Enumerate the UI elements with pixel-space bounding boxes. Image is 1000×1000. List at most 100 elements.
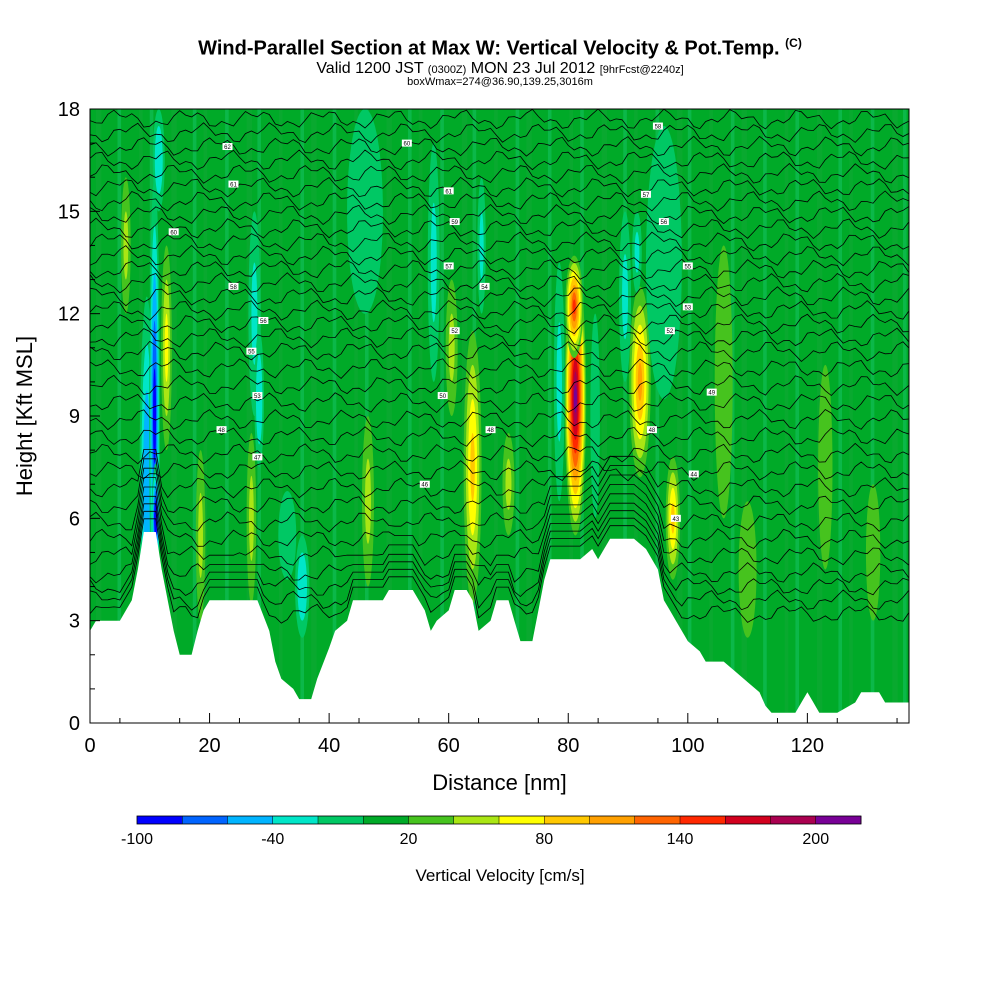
theta-label-text: 56 xyxy=(260,319,267,325)
velocity-cell-level xyxy=(347,109,383,314)
field-streak xyxy=(687,109,692,723)
x-tick-label: 120 xyxy=(791,735,824,757)
field-streak xyxy=(408,109,412,723)
theta-label-text: 62 xyxy=(224,145,231,151)
chart-title: Wind-Parallel Section at Max W: Vertical… xyxy=(0,36,1000,61)
theta-contour-line xyxy=(90,163,909,185)
theta-label: 60 xyxy=(168,228,179,236)
forecast-note: [9hrFcst@2240z] xyxy=(599,64,684,76)
field-streak xyxy=(730,109,735,723)
theta-contour-line xyxy=(90,313,909,335)
x-tick-label: 20 xyxy=(198,735,220,757)
theta-label-bg xyxy=(640,190,651,198)
chart-title-text: Wind-Parallel Section at Max W: Vertical… xyxy=(198,37,780,60)
field-streak xyxy=(903,109,907,723)
colorbar-swatch xyxy=(363,816,409,824)
theta-label: 49 xyxy=(706,388,717,397)
theta-label-bg xyxy=(228,282,239,290)
field-streak xyxy=(515,109,520,723)
colorbar: -100 -40 20 80 140 200 Vertical Velocity [cm/s… xyxy=(121,815,862,885)
colorbar-swatch xyxy=(770,816,817,824)
theta-contour-line xyxy=(90,258,909,280)
theta-label-text: 58 xyxy=(655,125,662,131)
theta-label: 58 xyxy=(228,282,239,291)
theta-label-bg xyxy=(646,426,657,434)
field-streak xyxy=(601,109,608,723)
theta-contour-line xyxy=(90,357,909,379)
y-tick-label: 9 xyxy=(69,406,80,428)
velocity-cell-level xyxy=(144,437,149,532)
theta-label: 60 xyxy=(401,139,412,148)
theta-label: 53 xyxy=(252,392,263,400)
theta-contour-line xyxy=(90,374,909,397)
colorbar-tick-label: -100 xyxy=(121,831,153,848)
theta-label: 48 xyxy=(485,426,496,434)
colorbar-tick-label: 80 xyxy=(535,831,553,848)
x-tick-label: 100 xyxy=(671,735,704,757)
theta-label-text: 55 xyxy=(684,264,691,270)
y-tick-label: 0 xyxy=(69,713,80,735)
theta-contour-line xyxy=(90,467,909,533)
theta-label: 62 xyxy=(222,143,233,151)
copyright-mark: (C) xyxy=(785,36,802,50)
colorbar-tick-label: 20 xyxy=(400,831,418,848)
theta-label-text: 52 xyxy=(667,329,674,335)
valid-utc: (0300Z) xyxy=(427,64,467,76)
theta-label: 58 xyxy=(652,122,663,131)
y-tick-label: 3 xyxy=(69,611,80,633)
theta-label-bg xyxy=(228,180,239,188)
velocity-cell-level xyxy=(364,458,371,544)
y-tick-label: 18 xyxy=(58,99,80,121)
velocity-cell-level xyxy=(156,143,161,178)
colorbar-swatch xyxy=(137,816,183,824)
theta-label-bg xyxy=(485,426,496,434)
theta-label-bg xyxy=(437,392,448,400)
field-streak xyxy=(623,109,627,723)
velocity-cell xyxy=(619,211,632,382)
theta-contour-line xyxy=(90,231,909,253)
theta-contour-line xyxy=(90,190,909,212)
velocity-cell-level xyxy=(448,313,455,382)
colorbar-swatch xyxy=(227,816,274,824)
theta-contour-line xyxy=(90,392,909,414)
theta-label: 52 xyxy=(664,327,675,335)
theta-label-text: 55 xyxy=(248,350,255,356)
colorbar-swatch xyxy=(589,816,636,824)
theta-label: 55 xyxy=(682,262,693,270)
field-streak xyxy=(246,109,253,723)
velocity-cell-level xyxy=(865,484,881,621)
theta-label-text: 48 xyxy=(487,428,494,434)
velocity-cell-level xyxy=(479,211,484,280)
velocity-cell-level xyxy=(198,492,203,579)
theta-label-text: 53 xyxy=(254,394,261,400)
theta-contour-line xyxy=(90,176,909,198)
velocity-cell xyxy=(195,450,206,621)
box-note: boxWmax=274@36.90,139.25,3016m xyxy=(407,76,593,88)
velocity-cell xyxy=(347,109,383,314)
field-streak xyxy=(709,109,713,723)
theta-label: 48 xyxy=(216,426,227,434)
colorbar-swatch xyxy=(499,816,545,824)
field-streak xyxy=(526,109,532,723)
theta-label: 44 xyxy=(688,470,699,478)
theta-label: 54 xyxy=(479,282,490,291)
field-streak xyxy=(300,109,305,723)
theta-contour-line xyxy=(90,486,909,567)
velocity-cell-level xyxy=(470,433,475,502)
chart-subtitle: Valid 1200 JST (0300Z) MON 23 Jul 2012 [… xyxy=(0,60,1000,79)
theta-label-text: 59 xyxy=(451,220,458,226)
colorbar-tick-label: 140 xyxy=(667,831,694,848)
theta-contour-line xyxy=(90,203,909,226)
velocity-cell-level xyxy=(249,475,254,561)
theta-contour-line xyxy=(90,286,909,308)
theta-label-text: 48 xyxy=(649,428,656,434)
field-streak xyxy=(763,109,767,723)
theta-contour-line xyxy=(90,460,909,482)
theta-contour-line xyxy=(90,408,909,431)
valid-time: Valid 1200 JST xyxy=(316,60,424,77)
theta-contour-line xyxy=(90,340,909,362)
theta-label: 56 xyxy=(258,316,269,325)
field-streak xyxy=(192,109,197,723)
theta-label-text: 56 xyxy=(661,220,668,226)
theta-contour-line xyxy=(90,244,909,267)
